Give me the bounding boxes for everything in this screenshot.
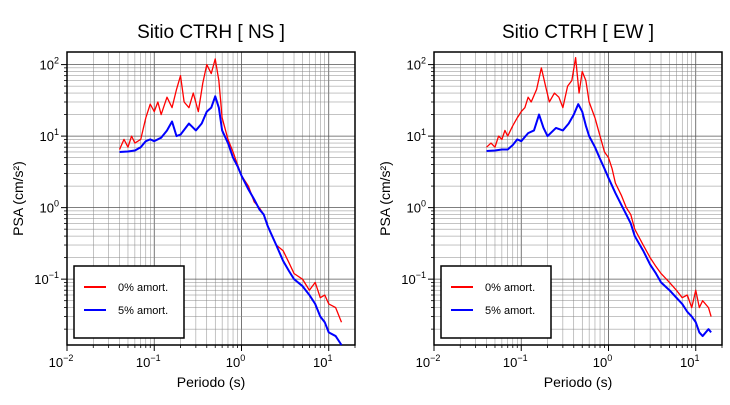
legend-label: 5% amort. (118, 305, 168, 317)
x-tick-label: 101 (680, 353, 699, 370)
x-axis-label: Periodo (s) (177, 374, 245, 390)
plot-frame (433, 51, 723, 346)
y-axis-label: PSA (cm/s²) (377, 161, 393, 236)
legend-box (73, 265, 185, 339)
y-tick-label: 101 (40, 127, 59, 144)
y-tick-label: 10−1 (401, 270, 426, 287)
x-tick-label: 10−2 (49, 353, 74, 370)
chart-panel-1: 10−2 10−1 100 101 10−1 100 101 102 Sitio CTRH [ … (10, 22, 356, 390)
ticks: 10−2 10−1 100 101 10−1 100 101 102 (34, 56, 356, 370)
y-axis-label: PSA (cm/s²) (10, 161, 26, 236)
series-line-undamped (118, 58, 343, 323)
x-tick-label: 101 (313, 353, 332, 370)
series-group (486, 57, 712, 338)
series-line-damped (119, 95, 343, 346)
legend: 0% amort. 5% amort. (73, 265, 185, 339)
series-line-damped (486, 103, 712, 338)
legend: 0% amort. 5% amort. (440, 265, 552, 339)
grid (433, 52, 723, 345)
ticks: 10−2 10−1 100 101 10−1 100 101 102 (401, 56, 723, 370)
x-tick-label: 100 (593, 353, 612, 370)
y-tick-label: 102 (407, 56, 426, 73)
legend-box (440, 265, 552, 339)
series-group (118, 58, 343, 346)
chart-title: Sitio CTRH [ EW ] (502, 22, 654, 43)
chart-title: Sitio CTRH [ NS ] (137, 22, 285, 43)
x-tick-label: 10−2 (416, 353, 441, 370)
legend-label: 0% amort. (485, 282, 535, 294)
plot-frame (66, 51, 356, 346)
y-tick-label: 100 (40, 199, 59, 216)
x-tick-label: 10−1 (136, 353, 161, 370)
y-tick-label: 10−1 (34, 270, 59, 287)
y-tick-label: 101 (407, 127, 426, 144)
y-tick-label: 100 (407, 199, 426, 216)
x-tick-label: 10−1 (503, 353, 528, 370)
legend-label: 5% amort. (485, 305, 535, 317)
chart-panel-2: 10−2 10−1 100 101 10−1 100 101 102 Sitio CTRH [ … (377, 22, 723, 390)
series-line-undamped (486, 57, 712, 317)
legend-label: 0% amort. (118, 282, 168, 294)
x-axis-label: Periodo (s) (544, 374, 612, 390)
x-tick-label: 100 (226, 353, 245, 370)
y-tick-label: 102 (40, 56, 59, 73)
